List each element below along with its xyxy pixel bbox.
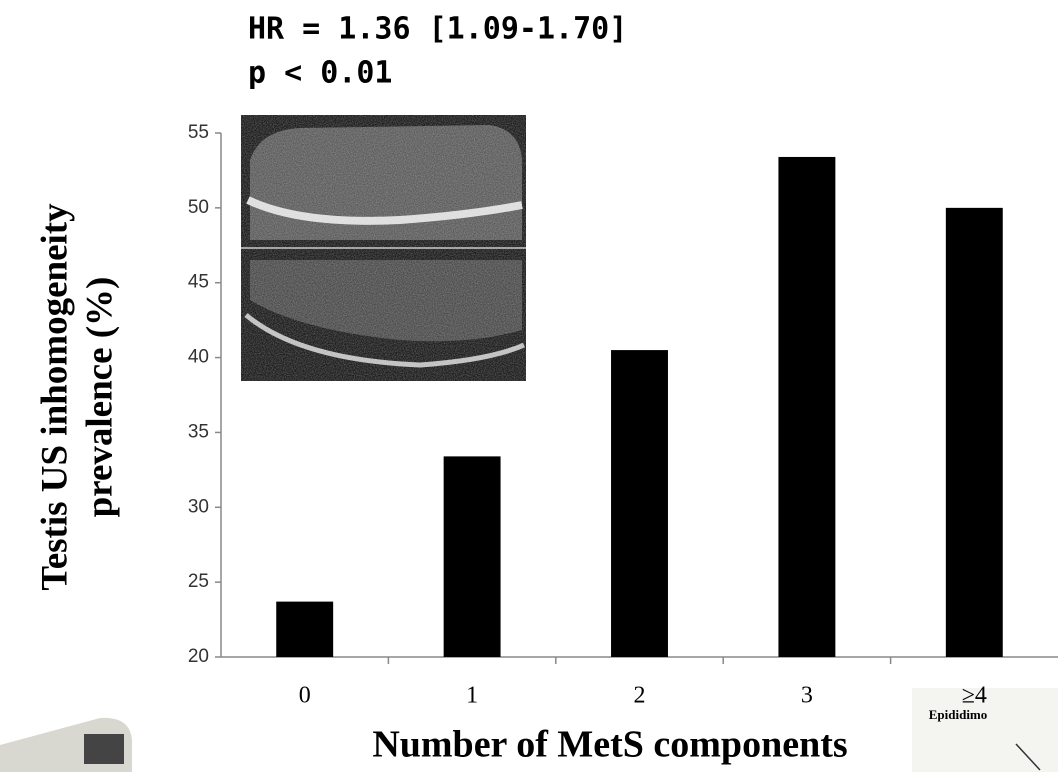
y-tick-label: 35 [188, 421, 209, 442]
annotation: p < 0.01 [248, 56, 393, 91]
y-tick-label: 20 [188, 646, 209, 667]
bar [945, 207, 1003, 657]
x-axis-label: Number of MetS components [372, 724, 847, 766]
bar [443, 456, 501, 657]
y-tick-label: 30 [188, 496, 209, 517]
y-tick-label: 25 [188, 571, 209, 592]
image-label: Epididimo [929, 707, 988, 722]
y-tick-label: 55 [188, 122, 209, 143]
y-axis-label: Testis US inhomogeneity [34, 203, 75, 591]
x-tick-label: 0 [299, 683, 311, 709]
annotation: HR = 1.36 [1.09-1.70] [248, 12, 627, 47]
x-tick-label: 1 [466, 683, 478, 709]
y-tick-label: 45 [188, 272, 209, 293]
y-tick-label: 40 [188, 347, 209, 368]
x-tick-label: ≥4 [962, 683, 987, 709]
x-tick-label: 3 [801, 683, 813, 709]
epididymis-image: Epididimo [912, 688, 1058, 772]
bar [778, 156, 836, 657]
bar [611, 350, 668, 657]
x-tick-label: 2 [634, 683, 646, 709]
y-axis-label: prevalence (%) [79, 277, 120, 518]
y-tick-label: 50 [188, 197, 209, 218]
bar [276, 601, 334, 657]
ultrasound-image [241, 115, 526, 381]
device-image [0, 717, 132, 772]
